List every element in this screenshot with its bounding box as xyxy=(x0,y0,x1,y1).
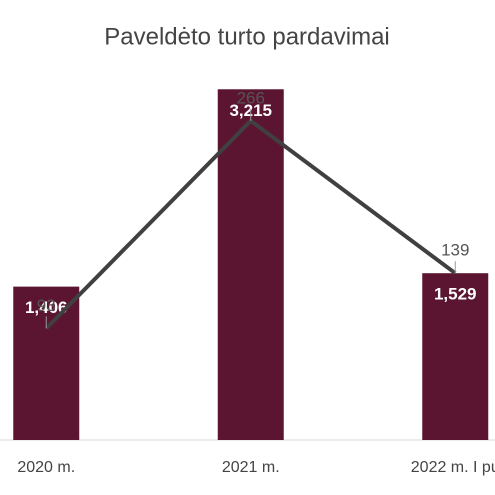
bar-value-label: 1,529 xyxy=(434,285,477,304)
x-tick-label: 2020 m. xyxy=(17,459,75,476)
bar-value-label: 1,406 xyxy=(25,298,68,317)
bar xyxy=(422,273,489,440)
x-tick-label: 2022 m. I pu xyxy=(411,459,495,476)
line-value-label: 266 xyxy=(237,88,265,107)
bar xyxy=(217,89,284,440)
line-value-label: 93 xyxy=(37,296,56,315)
chart-title: Paveldėto turto pardavimai xyxy=(104,23,390,50)
line-value-label: 139 xyxy=(441,241,469,260)
bar xyxy=(13,286,80,440)
x-tick-label: 2021 m. xyxy=(222,459,280,476)
